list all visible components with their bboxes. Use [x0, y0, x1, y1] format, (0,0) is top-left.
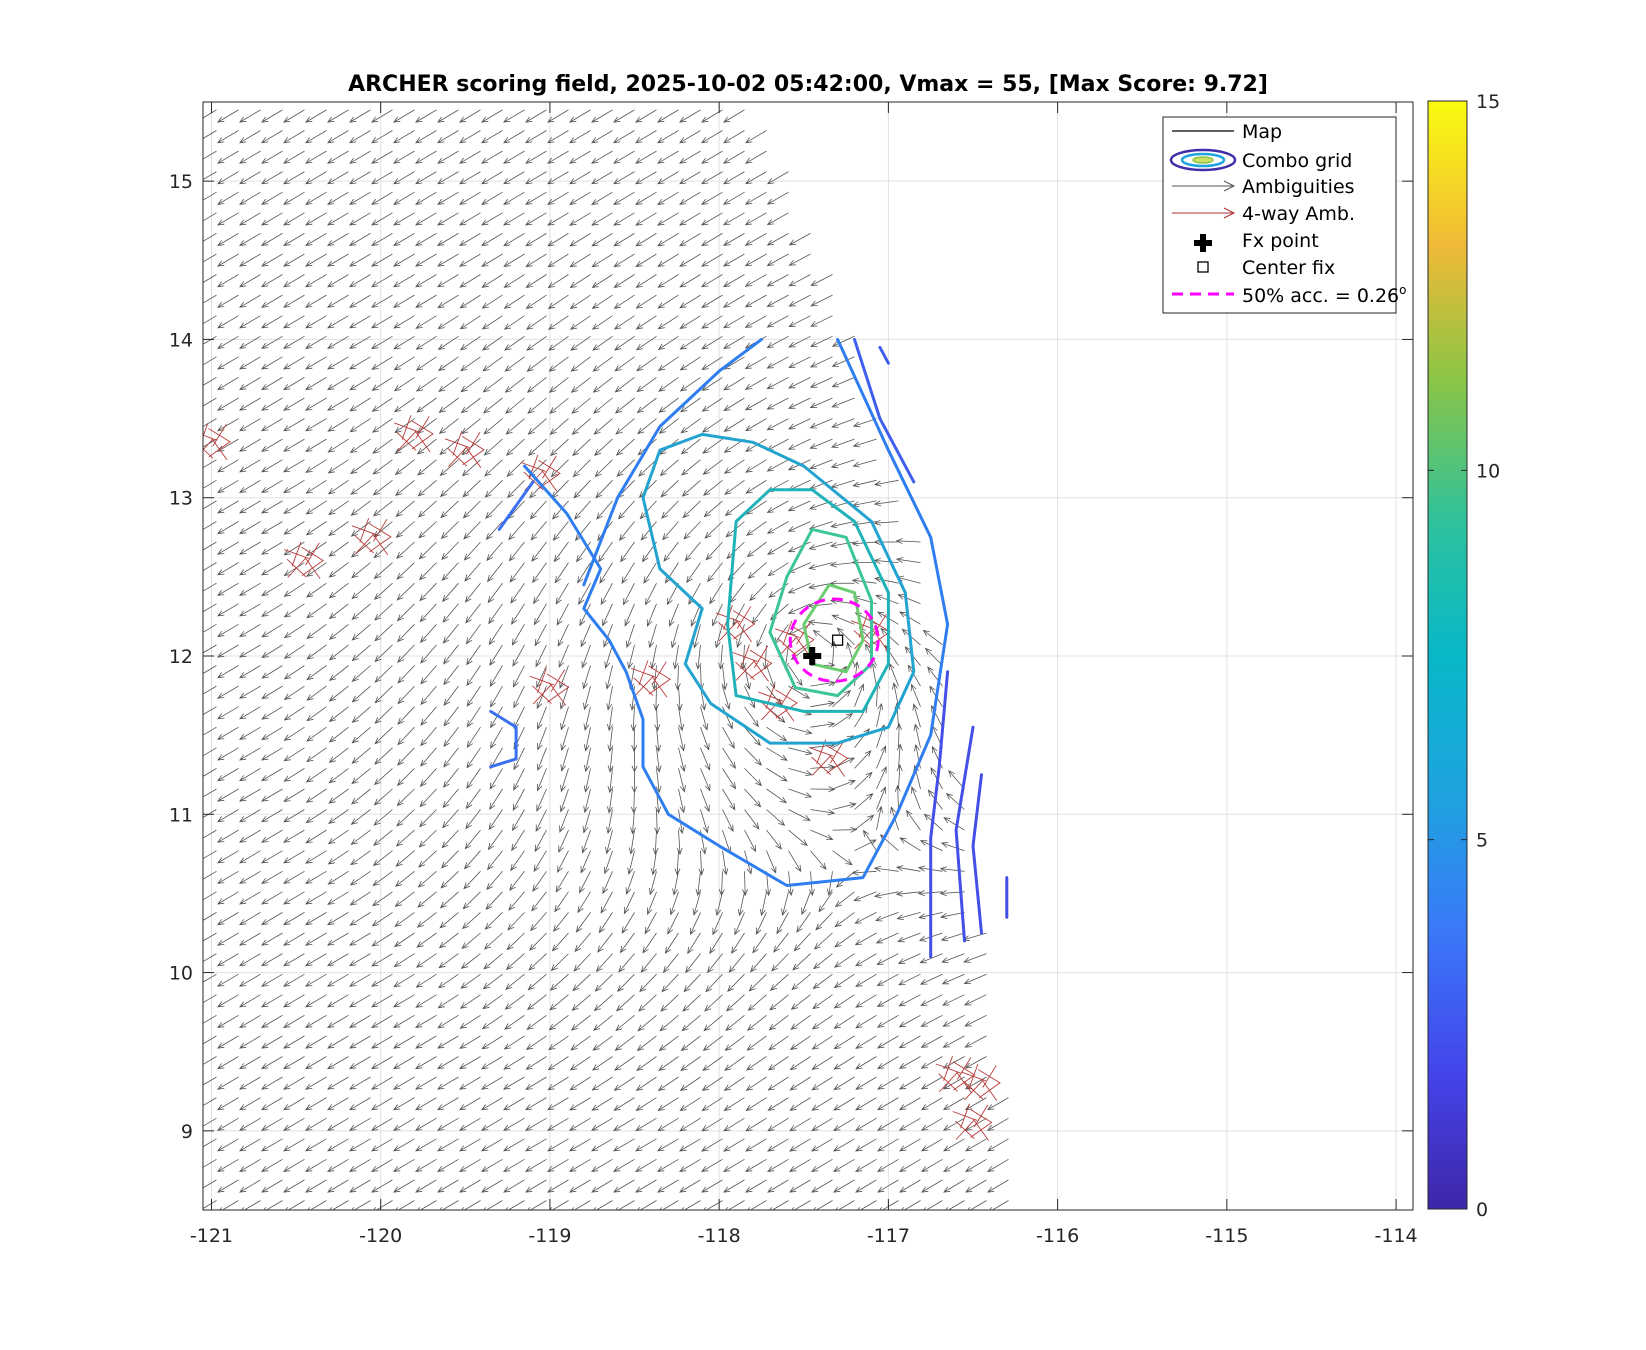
- x-tick-label: -118: [698, 1225, 741, 1247]
- colorbar-ticks: 0 5 10 15: [1428, 91, 1500, 1221]
- legend-combo-swatch: [1169, 148, 1237, 172]
- contour-line: [489, 709, 518, 769]
- four-way-cluster: [351, 517, 392, 556]
- y-tick-label: 9: [181, 1121, 193, 1143]
- four-way-cluster: [732, 644, 773, 682]
- contour-line: [523, 337, 950, 887]
- contour-line: [582, 337, 763, 587]
- legend-map-label: Map: [1242, 121, 1282, 143]
- four-way-cluster: [715, 604, 756, 643]
- legend-four-way-label: 4-way Amb.: [1242, 203, 1355, 225]
- four-way-cluster: [394, 415, 434, 453]
- x-tick-label: -119: [528, 1225, 571, 1247]
- chart-title: ARCHER scoring field, 2025-10-02 05:42:0…: [348, 72, 1268, 97]
- four-way-cluster: [631, 660, 671, 698]
- four-way-cluster: [935, 1056, 976, 1094]
- y-tick-label: 10: [169, 963, 193, 985]
- four-way-cluster: [444, 430, 485, 469]
- legend: Map Combo grid Ambiguities 4-way Amb. Fx…: [1162, 116, 1407, 314]
- x-tick-label: -117: [867, 1225, 910, 1247]
- accuracy-circle: [788, 597, 880, 683]
- ambiguity-vectors: [203, 109, 1009, 1210]
- four-way-cluster: [284, 541, 324, 579]
- colorbar-tick-label: 5: [1476, 830, 1488, 852]
- x-tick-label: -120: [359, 1225, 402, 1247]
- y-tick-label: 13: [169, 488, 193, 510]
- four-way-cluster: [961, 1064, 1001, 1102]
- y-tick-label: 15: [169, 171, 193, 193]
- y-tick-label: 11: [169, 804, 193, 826]
- x-tick-label: -116: [1036, 1225, 1079, 1247]
- colorbar-tick-label: 0: [1476, 1199, 1488, 1221]
- colorbar-tick-label: 10: [1476, 460, 1500, 482]
- x-tick-label: -115: [1205, 1225, 1248, 1247]
- legend-ambiguity-swatch: [1172, 180, 1236, 192]
- x-axis: -121 -120 -119 -118 -117 -116 -115 -114: [190, 102, 1418, 1247]
- contour-line: [497, 480, 535, 531]
- four-way-cluster: [203, 422, 231, 461]
- contour-line: [929, 670, 950, 959]
- colorbar: [1427, 100, 1468, 1210]
- combo-grid-contours: [489, 337, 1009, 959]
- contour-line: [878, 345, 890, 365]
- y-tick-label: 12: [169, 646, 193, 668]
- contour-line: [971, 773, 983, 935]
- fix-markers: [788, 597, 880, 683]
- legend-center-swatch: [1197, 261, 1209, 273]
- y-tick-label: 14: [169, 329, 193, 351]
- legend-accuracy-label: 50% acc. = 0.26o: [1242, 283, 1407, 307]
- fx-point-marker: [803, 647, 822, 665]
- four-way-ambiguities: [203, 415, 1001, 1141]
- four-way-cluster: [529, 668, 570, 706]
- colorbar-tick-label: 15: [1476, 91, 1500, 113]
- four-way-cluster: [808, 739, 849, 777]
- ambiguity-arrows: [203, 109, 1009, 1210]
- x-tick-label: -114: [1375, 1225, 1418, 1247]
- y-axis: 9 10 11 12 13 14 15: [169, 171, 1413, 1143]
- legend-center-label: Center fix: [1242, 257, 1335, 279]
- four-way-cluster: [758, 684, 798, 722]
- legend-fx-swatch: [1194, 234, 1212, 252]
- legend-combo-label: Combo grid: [1242, 150, 1352, 172]
- four-way-cluster: [774, 620, 815, 658]
- legend-ambiguity-label: Ambiguities: [1242, 176, 1355, 198]
- legend-four-way-swatch: [1172, 207, 1236, 219]
- contour-line: [954, 725, 975, 943]
- contour-line: [641, 432, 916, 745]
- contour-line: [768, 527, 873, 698]
- x-tick-label: -121: [190, 1225, 233, 1247]
- legend-fx-label: Fx point: [1242, 230, 1319, 252]
- contour-line: [726, 488, 890, 713]
- four-way-cluster: [952, 1103, 993, 1141]
- contour-line: [853, 337, 916, 484]
- center-fix-marker: [831, 634, 844, 646]
